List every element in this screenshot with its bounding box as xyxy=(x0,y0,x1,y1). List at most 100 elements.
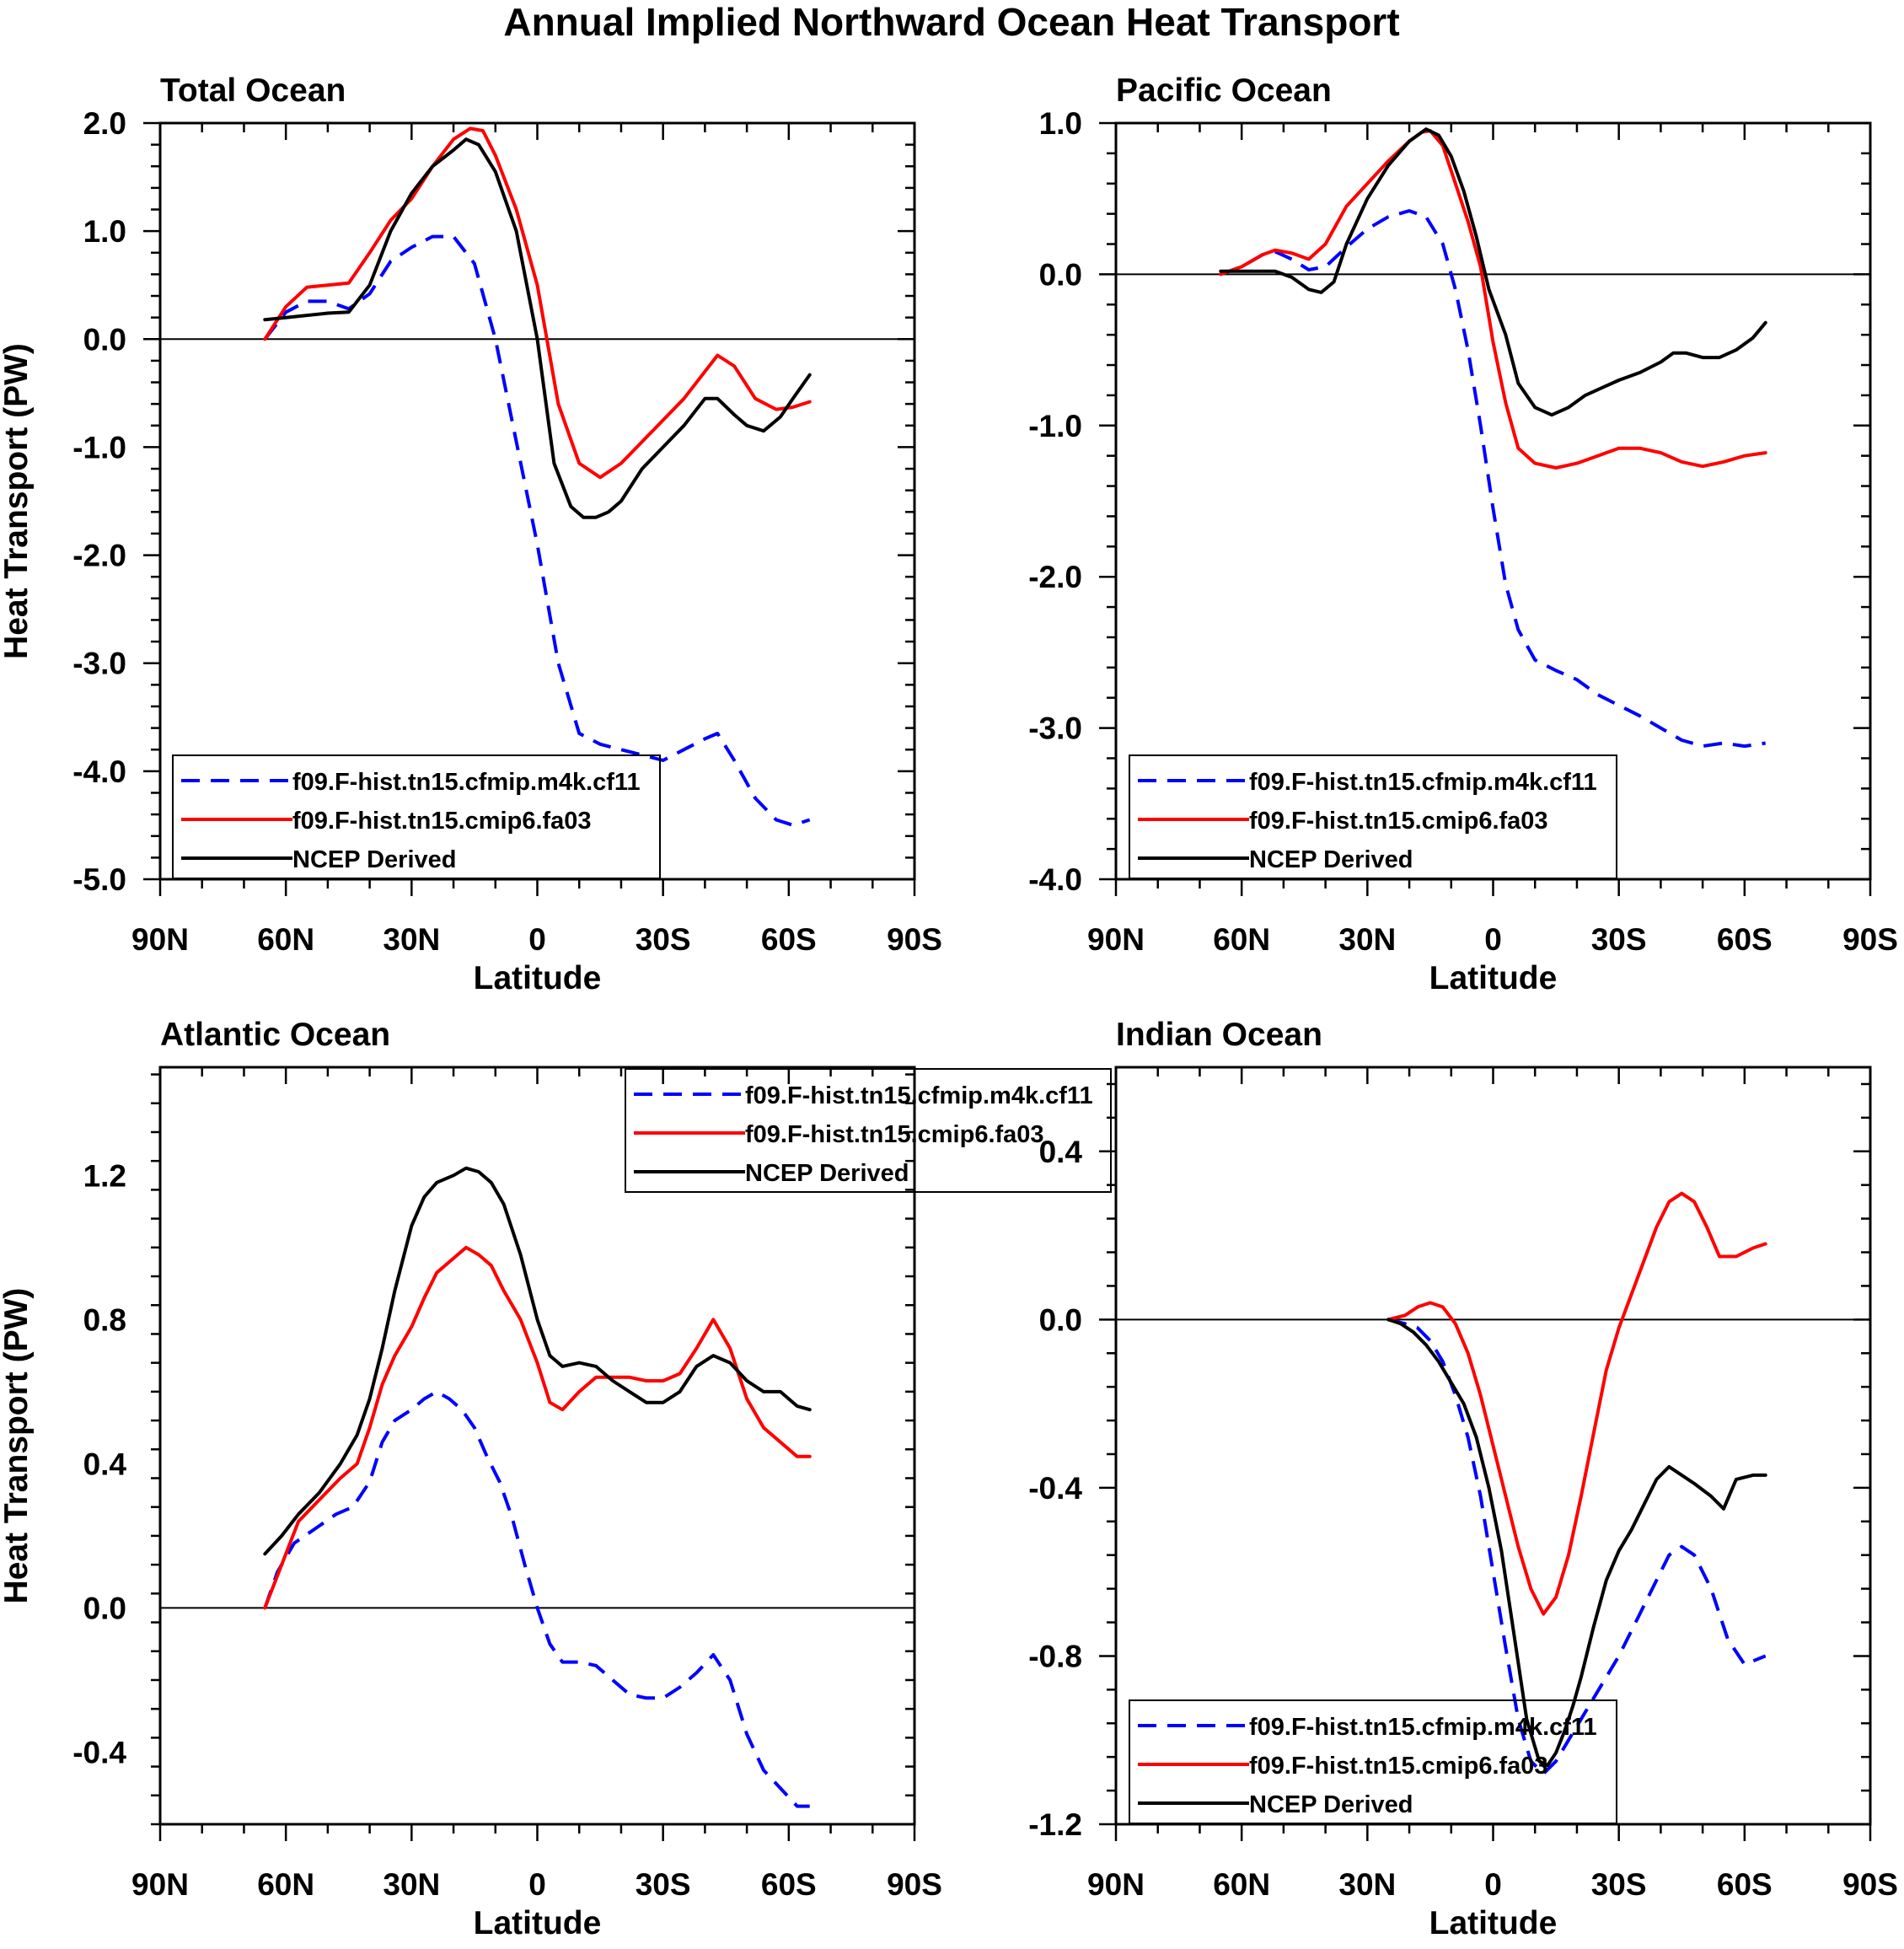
panel-pacific-ocean: Pacific Ocean 90N 60N 30N 0 30S 60S 90S 1.0 0.0 -1… xyxy=(1028,72,1898,996)
panel-title: Total Ocean xyxy=(160,72,346,109)
x-tick-label: 30S xyxy=(636,922,691,957)
y-tick-label: 0.4 xyxy=(1039,1135,1083,1169)
x-tick-label: 90N xyxy=(131,922,189,957)
legend: f09.F-hist.tn15.cfmip.m4k.cf11 f09.F-hist… xyxy=(1129,1699,1617,1824)
legend-label-1: f09.F-hist.tn15.cfmip.m4k.cf11 xyxy=(1249,1714,1597,1741)
x-tick-label: 60N xyxy=(1213,922,1270,957)
series-line-1 xyxy=(263,234,811,827)
x-axis-label: Latitude xyxy=(474,1905,602,1941)
y-tick-label: 0.0 xyxy=(83,322,126,357)
x-tick-label: 90N xyxy=(131,1867,189,1902)
x-tick-label: 60N xyxy=(257,922,314,957)
x-axis-label: Latitude xyxy=(1429,960,1558,996)
x-tick-label: 60S xyxy=(761,922,817,957)
legend-label-1: f09.F-hist.tn15.cfmip.m4k.cf11 xyxy=(292,769,641,796)
panel-atlantic-ocean: Atlantic Ocean 90N 60N 30N 0 30S 60S 90S 1.2 0.8 0… xyxy=(0,1017,1112,1941)
x-tick-label: 30N xyxy=(1338,1867,1396,1902)
y-tick-label: -0.4 xyxy=(1028,1471,1082,1506)
x-tick-label: 30S xyxy=(1591,922,1647,957)
panels: Total Ocean 90N 60N 30N 0 30S 60S 90S 2.0 1.0 0.0 -… xyxy=(0,72,1898,1941)
y-tick-label: 2.0 xyxy=(83,106,126,141)
legend-label-3: NCEP Derived xyxy=(745,1160,909,1187)
x-tick-label: 90S xyxy=(1842,1867,1898,1902)
series-line-3 xyxy=(1219,127,1767,417)
series-line-1 xyxy=(1387,1318,1767,1776)
legend-label-3: NCEP Derived xyxy=(292,846,457,873)
x-tick-label: 60S xyxy=(761,1867,817,1902)
legend-label-1: f09.F-hist.tn15.cfmip.m4k.cf11 xyxy=(1249,769,1597,796)
y-tick-label: -0.4 xyxy=(72,1735,126,1769)
panel-title: Indian Ocean xyxy=(1116,1017,1322,1053)
legend-box xyxy=(1129,754,1617,879)
x-tick-label: 0 xyxy=(1484,922,1502,957)
series-line-1 xyxy=(1220,209,1766,749)
legend-label-2: f09.F-hist.tn15.cmip6.fa03 xyxy=(292,808,592,835)
legend-label-2: f09.F-hist.tn15.cmip6.fa03 xyxy=(1249,808,1548,835)
x-tick-label: 60S xyxy=(1717,1867,1773,1902)
x-tick-label: 30S xyxy=(1591,1867,1647,1902)
legend: f09.F-hist.tn15.cfmip.m4k.cf11 f09.F-hist… xyxy=(1129,754,1617,879)
x-tick-label: 0 xyxy=(1484,1867,1502,1902)
x-tick-label: 30N xyxy=(1338,922,1396,957)
x-tick-label: 60N xyxy=(1213,1867,1270,1902)
y-axis-label: Heat Transport (PW) xyxy=(0,343,35,659)
y-tick-label: -4.0 xyxy=(1028,862,1082,897)
x-tick-label: 30N xyxy=(383,1867,440,1902)
y-tick-label: 0.0 xyxy=(1039,257,1082,292)
y-tick-label: -5.0 xyxy=(72,862,126,897)
y-tick-label: 1.2 xyxy=(83,1158,126,1193)
x-tick-label: 60S xyxy=(1717,922,1773,957)
y-tick-label: -0.8 xyxy=(1028,1639,1082,1673)
series-line-1 xyxy=(263,1389,810,1808)
panel-title: Pacific Ocean xyxy=(1116,72,1332,109)
legend: f09.F-hist.tn15.cfmip.m4k.cf11 f09.F-hist… xyxy=(625,1068,1112,1193)
y-tick-label: -2.0 xyxy=(72,539,126,573)
series-line-2 xyxy=(263,1245,812,1610)
y-tick-label: 0.4 xyxy=(83,1447,127,1481)
x-tick-label: 0 xyxy=(528,922,546,957)
legend-label-3: NCEP Derived xyxy=(1249,1791,1413,1818)
legend-box xyxy=(625,1068,1112,1193)
legend-box xyxy=(172,754,661,879)
y-tick-label: -4.0 xyxy=(72,754,126,789)
legend-label-2: f09.F-hist.tn15.cmip6.fa03 xyxy=(1249,1753,1548,1780)
x-tick-label: 60N xyxy=(257,1867,314,1902)
legend-label-3: NCEP Derived xyxy=(1249,846,1413,873)
y-axis-label: Heat Transport (PW) xyxy=(0,1288,35,1604)
plot-frame xyxy=(1114,121,1872,881)
series-line-3 xyxy=(263,137,812,519)
series-line-3 xyxy=(1386,1318,1767,1768)
y-tick-label: -3.0 xyxy=(72,647,126,681)
y-tick-label: 0.0 xyxy=(83,1591,126,1625)
x-tick-label: 90N xyxy=(1087,922,1145,957)
series-line-3 xyxy=(263,1166,812,1556)
x-axis-label: Latitude xyxy=(474,960,602,996)
x-axis-label: Latitude xyxy=(1429,1905,1558,1941)
series-line-2 xyxy=(263,126,812,480)
legend-label-1: f09.F-hist.tn15.cfmip.m4k.cf11 xyxy=(745,1082,1093,1109)
plot-frame xyxy=(158,121,916,881)
y-tick-label: 0.8 xyxy=(83,1302,126,1337)
y-tick-label: 1.0 xyxy=(83,214,126,249)
legend-box xyxy=(1129,1699,1617,1824)
x-tick-label: 90S xyxy=(887,1867,942,1902)
panel-title: Atlantic Ocean xyxy=(160,1017,390,1053)
y-tick-label: -3.0 xyxy=(1028,711,1082,746)
panel-total-ocean: Total Ocean 90N 60N 30N 0 30S 60S 90S 2.0 1.0 0.0 -… xyxy=(0,72,942,996)
y-tick-label: 0.0 xyxy=(1039,1302,1082,1337)
series-line-2 xyxy=(1386,1191,1767,1616)
panel-indian-ocean: Indian Ocean 90N 60N 30N 0 30S 60S 90S 0.4 0.0 -0.… xyxy=(1028,1017,1898,1941)
x-tick-label: 0 xyxy=(528,1867,546,1902)
x-tick-label: 90N xyxy=(1087,1867,1145,1902)
x-tick-label: 30S xyxy=(636,1867,691,1902)
legend-label-2: f09.F-hist.tn15.cmip6.fa03 xyxy=(745,1121,1044,1148)
x-tick-label: 30N xyxy=(383,922,440,957)
y-tick-label: -2.0 xyxy=(1028,560,1082,594)
y-tick-label: -1.2 xyxy=(1028,1807,1082,1842)
x-tick-label: 90S xyxy=(887,922,942,957)
figure-title: Annual Implied Northward Ocean Heat Tran… xyxy=(503,0,1399,44)
y-tick-label: -1.0 xyxy=(1028,409,1082,443)
x-tick-label: 90S xyxy=(1842,922,1898,957)
legend: f09.F-hist.tn15.cfmip.m4k.cf11 f09.F-hist… xyxy=(172,754,661,879)
